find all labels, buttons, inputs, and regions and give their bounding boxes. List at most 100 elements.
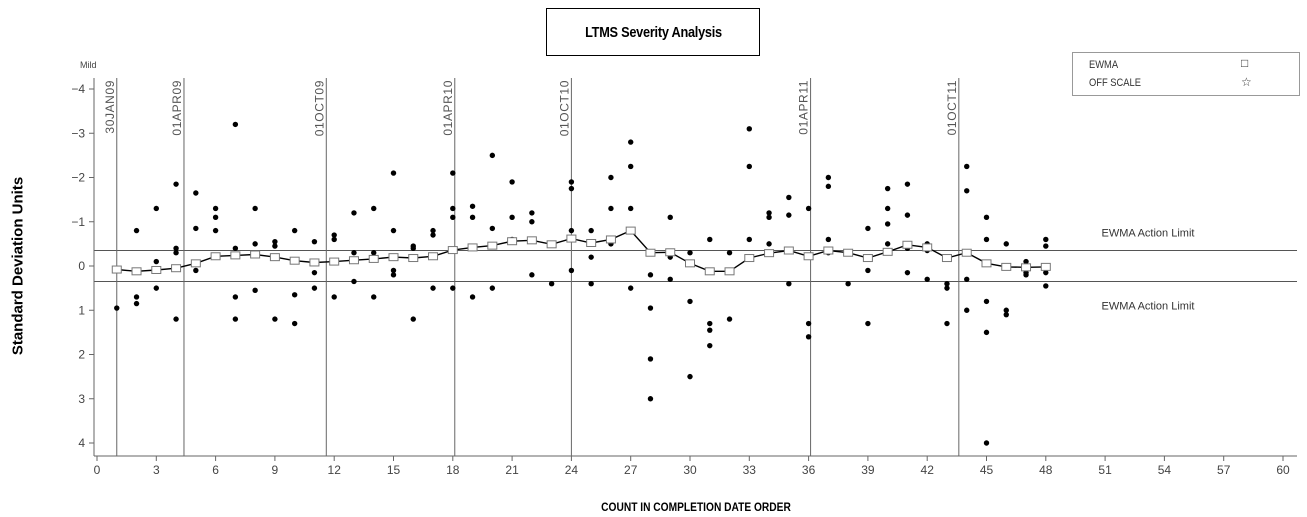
y-tick-label: −2 [71, 171, 85, 185]
data-point [430, 227, 436, 234]
x-tick-label: 3 [153, 463, 160, 477]
ewma-marker [348, 256, 359, 265]
data-point [726, 316, 733, 322]
y-tick-label: −4 [71, 82, 85, 96]
x-tick-label: 33 [743, 463, 757, 477]
data-point [568, 267, 575, 274]
data-point [133, 227, 140, 234]
data-point [133, 300, 140, 307]
data-point [193, 225, 199, 232]
data-point [707, 236, 713, 243]
data-point [430, 232, 436, 238]
date-marker-label: 01APR09 [170, 80, 184, 136]
data-point [252, 287, 258, 294]
data-point [628, 285, 634, 291]
ewma-marker [1001, 262, 1012, 271]
ewma-marker [526, 236, 537, 245]
data-point [232, 316, 239, 322]
data-point [647, 396, 654, 402]
data-point [667, 214, 673, 221]
data-point [212, 205, 219, 212]
ewma-marker [131, 267, 142, 276]
data-point [786, 212, 792, 218]
data-point [944, 281, 950, 287]
ewma-marker [1040, 262, 1051, 271]
x-tick-label: 48 [1039, 463, 1053, 477]
data-point [845, 281, 851, 287]
data-point [865, 320, 871, 327]
data-point [964, 188, 970, 194]
y-tick-label: 2 [78, 348, 85, 362]
data-point [608, 174, 614, 181]
ewma-marker [981, 259, 992, 268]
data-point [687, 250, 693, 256]
data-point [450, 170, 456, 176]
data-point [469, 294, 476, 300]
data-point [450, 285, 456, 291]
ewma-marker [1021, 263, 1032, 272]
chart-title: LTMS Severity Analysis [584, 23, 722, 41]
date-markers-layer: 30JAN09 01APR09 01OCT09 01APR10 01OCT10 01APR… [103, 78, 960, 456]
data-point [351, 210, 357, 216]
data-point [430, 285, 436, 291]
data-point [628, 205, 634, 212]
ewma-marker [823, 246, 834, 255]
data-point [964, 163, 970, 170]
x-axis-label: COUNT IN COMPLETION DATE ORDER [601, 500, 791, 514]
ewma-marker [309, 258, 320, 267]
x-tick-label: 15 [387, 463, 401, 477]
x-tick-label: 0 [94, 463, 101, 477]
data-point [884, 205, 891, 212]
data-point [212, 227, 219, 234]
ewma-marker [250, 250, 261, 259]
data-point [272, 316, 278, 322]
y-tick-label: 1 [78, 303, 85, 317]
data-point [212, 214, 219, 221]
star-icon: ☆ [1241, 75, 1252, 89]
ewma-marker [625, 226, 636, 235]
x-tick-label: 24 [565, 463, 579, 477]
date-marker-label: 01OCT09 [312, 80, 326, 136]
data-point [291, 227, 298, 234]
ewma-marker [803, 252, 814, 261]
square-icon: □ [1241, 56, 1249, 70]
data-point [153, 205, 159, 212]
data-point [252, 205, 258, 212]
ewma-marker [190, 259, 201, 268]
data-point [944, 285, 950, 291]
ewma-marker [151, 265, 162, 274]
data-point [311, 285, 318, 291]
ewma-marker [843, 248, 854, 257]
ewma-marker [428, 252, 439, 261]
data-point [825, 183, 832, 190]
data-point [529, 272, 535, 278]
data-point [1003, 311, 1009, 318]
data-point [173, 250, 179, 256]
data-point [588, 227, 594, 234]
ewma-marker [922, 243, 933, 252]
ewma-marker [862, 254, 873, 263]
data-point [568, 227, 575, 234]
x-tick-label: 39 [861, 463, 875, 477]
x-tick-label: 42 [921, 463, 935, 477]
data-point [371, 250, 377, 256]
data-point [628, 139, 634, 145]
ewma-marker [329, 257, 340, 266]
data-point [964, 307, 970, 313]
data-point [687, 373, 693, 380]
data-point [390, 170, 397, 176]
data-point [588, 281, 594, 287]
data-point [707, 327, 713, 333]
data-point [371, 205, 377, 212]
data-point [272, 243, 278, 249]
ewma-marker [171, 264, 182, 273]
ewma-marker [388, 253, 399, 262]
data-point [1023, 258, 1029, 265]
ewma-marker [941, 254, 952, 263]
data-point [746, 236, 752, 243]
data-point [568, 185, 575, 192]
data-point [766, 210, 772, 216]
ewma-marker [289, 256, 300, 265]
data-point [351, 278, 357, 285]
ewma-marker [902, 240, 913, 249]
